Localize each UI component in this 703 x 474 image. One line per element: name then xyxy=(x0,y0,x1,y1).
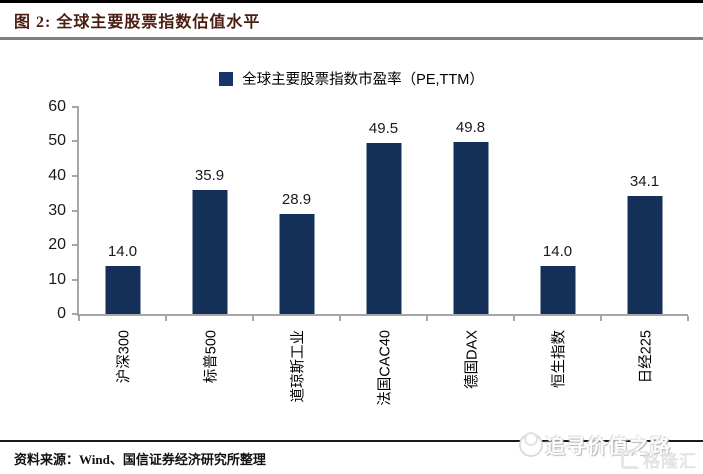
x-tick-mark xyxy=(164,316,167,321)
x-label-slot: 恒生指数 xyxy=(514,324,601,438)
y-tick-mark xyxy=(72,313,79,315)
x-tick-mark xyxy=(513,316,515,321)
bar-slots: 14.0 35.9 28.9 49.5 49.8 14.0 34.1 xyxy=(79,107,688,314)
bar-slot: 14.0 xyxy=(79,107,166,314)
bar-value-label: 14.0 xyxy=(542,242,573,260)
y-tick-label: 0 xyxy=(57,305,66,322)
bar-value-label: 14.0 xyxy=(107,242,138,260)
bar-value-label: 28.9 xyxy=(281,191,312,209)
y-tick-mark xyxy=(72,278,79,281)
x-label-slot: 道琼斯工业 xyxy=(253,324,340,438)
bar-slot: 14.0 xyxy=(514,107,601,314)
x-tick-mark xyxy=(78,316,80,321)
header-rule xyxy=(0,37,703,40)
source-text: 资料来源：Wind、国信证券经济研究所整理 xyxy=(14,452,266,467)
bar-chart: 14.0 35.9 28.9 49.5 49.8 14.0 34.1 0 10 20 30 40 50… xyxy=(0,95,703,440)
x-label-slot: 标普500 xyxy=(166,324,253,438)
gelonghui-logo-text: 格隆汇 xyxy=(643,452,697,471)
watermark: 追寻价值之路 格隆汇 xyxy=(517,424,701,474)
y-tick-mark xyxy=(72,174,79,177)
x-axis-label: 日经225 xyxy=(638,330,654,384)
bar-slot: 49.5 xyxy=(340,107,427,314)
x-axis-label: 标普500 xyxy=(203,330,219,384)
x-axis-label: 沪深300 xyxy=(116,330,132,384)
y-tick-label: 60 xyxy=(48,98,66,115)
bar xyxy=(627,196,662,314)
x-tick-mark xyxy=(600,316,602,321)
x-axis-label: 德国DAX xyxy=(464,330,480,389)
top-rule xyxy=(0,0,703,3)
y-tick-mark xyxy=(72,106,79,108)
x-label-slot: 沪深300 xyxy=(79,324,166,438)
bar xyxy=(453,142,488,314)
plot-area: 14.0 35.9 28.9 49.5 49.8 14.0 34.1 0 10 20 30 40 50… xyxy=(48,98,689,322)
bar-slot: 35.9 xyxy=(166,107,253,314)
x-tick-mark xyxy=(425,316,428,321)
gelonghui-logo-icon xyxy=(621,450,640,469)
bottom-rule xyxy=(0,440,703,442)
bar-slot: 49.8 xyxy=(427,107,514,314)
legend-label: 全球主要股票指数市盈率（PE,TTM） xyxy=(242,72,484,88)
bar xyxy=(279,214,314,314)
legend-swatch-icon xyxy=(219,71,234,86)
y-tick-label: 50 xyxy=(48,132,66,150)
x-label-slot: 德国DAX xyxy=(427,324,514,438)
bar xyxy=(105,265,140,314)
x-tick-mark xyxy=(687,316,689,321)
bar xyxy=(366,143,401,314)
bar xyxy=(540,265,575,314)
bar xyxy=(192,190,227,314)
x-tick-mark xyxy=(339,316,341,321)
bar-slot: 34.1 xyxy=(601,107,688,314)
y-tick-mark xyxy=(72,209,79,212)
y-tick-label: 10 xyxy=(48,270,66,288)
x-axis-label: 恒生指数 xyxy=(551,330,567,388)
x-label-slot: 法国CAC40 xyxy=(340,324,427,438)
x-tick-mark xyxy=(251,316,254,321)
gelonghui-logo: 格隆汇 xyxy=(621,447,697,472)
bar-value-label: 49.8 xyxy=(455,119,486,137)
x-axis-labels: 沪深300 标普500 道琼斯工业 法国CAC40 德国DAX 恒生指数 日经225 xyxy=(79,324,688,438)
bar-value-label: 34.1 xyxy=(629,173,660,191)
y-tick-label: 30 xyxy=(48,201,66,219)
bar-value-label: 35.9 xyxy=(194,167,225,185)
y-tick-label: 20 xyxy=(48,235,66,253)
x-axis-label: 道琼斯工业 xyxy=(290,330,306,403)
y-tick-label: 40 xyxy=(48,166,66,184)
chart-legend: 全球主要股票指数市盈率（PE,TTM） xyxy=(0,68,703,89)
x-axis-label: 法国CAC40 xyxy=(377,330,393,406)
y-tick-mark xyxy=(72,243,79,246)
bar-value-label: 49.5 xyxy=(368,120,399,138)
y-tick-mark xyxy=(72,140,79,143)
figure-caption: 图 2: 全球主要股票指数估值水平 xyxy=(14,14,261,31)
x-label-slot: 日经225 xyxy=(601,324,688,438)
bar-slot: 28.9 xyxy=(253,107,340,314)
watermark-circle-icon xyxy=(519,432,543,457)
